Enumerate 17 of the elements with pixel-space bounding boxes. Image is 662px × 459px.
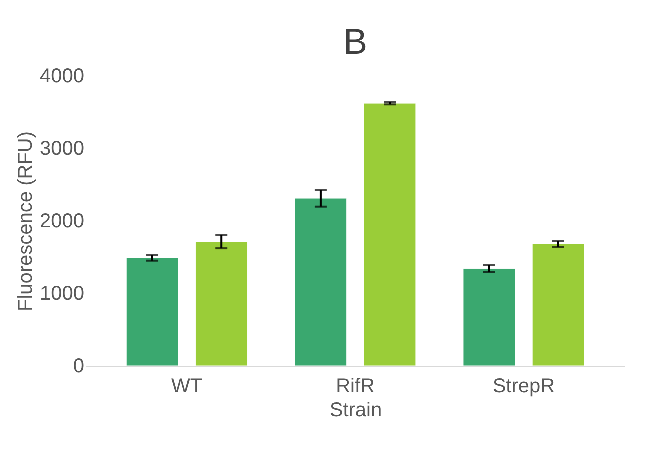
- y-tick-label: 0: [73, 356, 84, 378]
- chart-title: B: [343, 21, 368, 62]
- y-tick-label: 1000: [40, 283, 84, 305]
- x-tick-label: WT: [172, 376, 203, 398]
- x-axis-title: Strain: [330, 400, 382, 422]
- bar: [294, 198, 348, 366]
- y-tick-label: 2000: [40, 210, 84, 232]
- y-tick-label: 4000: [40, 66, 84, 88]
- bar: [532, 244, 585, 366]
- bar: [126, 258, 179, 366]
- x-tick-label: RifR: [336, 376, 375, 398]
- y-axis-title: Fluorescence (RFU): [15, 131, 38, 312]
- x-tick-label: StrepR: [492, 376, 556, 398]
- bar: [364, 103, 416, 366]
- bar: [195, 242, 248, 366]
- bar: [463, 268, 516, 366]
- y-tick-label: 3000: [40, 138, 84, 160]
